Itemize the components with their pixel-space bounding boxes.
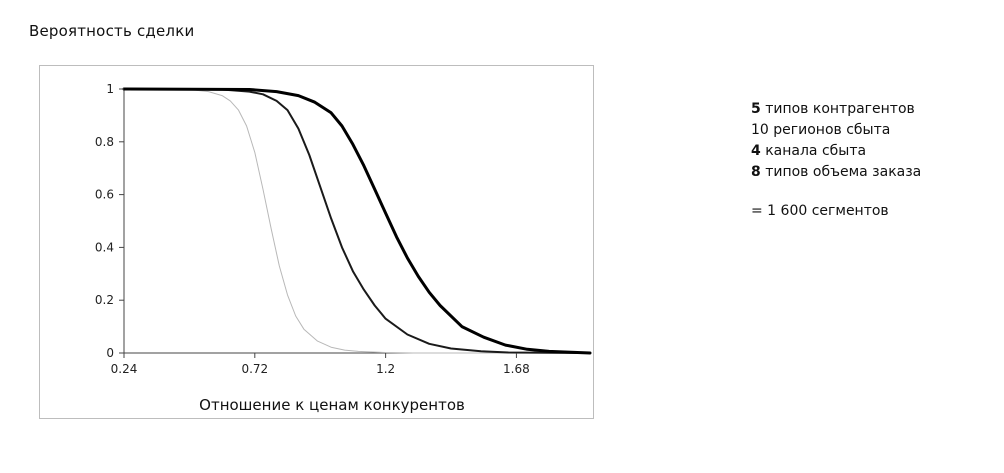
x-tick-label: 1.68 [503,362,530,376]
segment-count: 10 [751,122,769,138]
segment-count: 4 [751,143,761,159]
series-line-1 [123,88,591,354]
segment-count: 8 [751,164,761,180]
y-tick-label: 0.6 [95,188,114,202]
segment-label: типов объема заказа [765,164,922,180]
segment-count: 5 [751,101,761,117]
segment-label: регионов сбыта [773,122,891,138]
segment-line: 4 канала сбыта [751,141,921,162]
x-tick-label: 1.2 [376,362,395,376]
y-tick-label: 0 [106,346,114,360]
segment-line: 10 регионов сбыта [751,120,921,141]
segment-line: 5 типов контрагентов [751,99,921,120]
probability-chart: 0 0.2 0.4 0.6 0.8 1 0.24 0.72 1.2 1.68 Отношение … [95,82,592,414]
chart-series [122,87,592,355]
y-axis-title: Вероятность сделки [29,22,195,40]
segments-summary: 5 типов контрагентов 10 регионов сбыта 4… [751,99,921,222]
segment-line: 8 типов объема заказа [751,162,921,183]
chart-frame: 0 0.2 0.4 0.6 0.8 1 0.24 0.72 1.2 1.68 Отношение … [39,65,594,419]
chart-ticks: 0 0.2 0.4 0.6 0.8 1 0.24 0.72 1.2 1.68 [95,82,530,376]
series-line-2 [123,88,591,354]
series-line-3 [122,87,592,355]
segment-label: типов контрагентов [765,101,915,117]
x-axis-title: Отношение к ценам конкурентов [199,396,465,414]
chart-axes [123,88,590,354]
x-tick-label: 0.24 [111,362,138,376]
y-tick-label: 0.2 [95,293,114,307]
x-tick-label: 0.72 [241,362,268,376]
segments-total: = 1 600 сегментов [751,203,889,219]
y-tick-label: 1 [106,82,114,96]
y-tick-label: 0.8 [95,135,114,149]
segment-label: канала сбыта [765,143,867,159]
y-tick-label: 0.4 [95,240,114,254]
